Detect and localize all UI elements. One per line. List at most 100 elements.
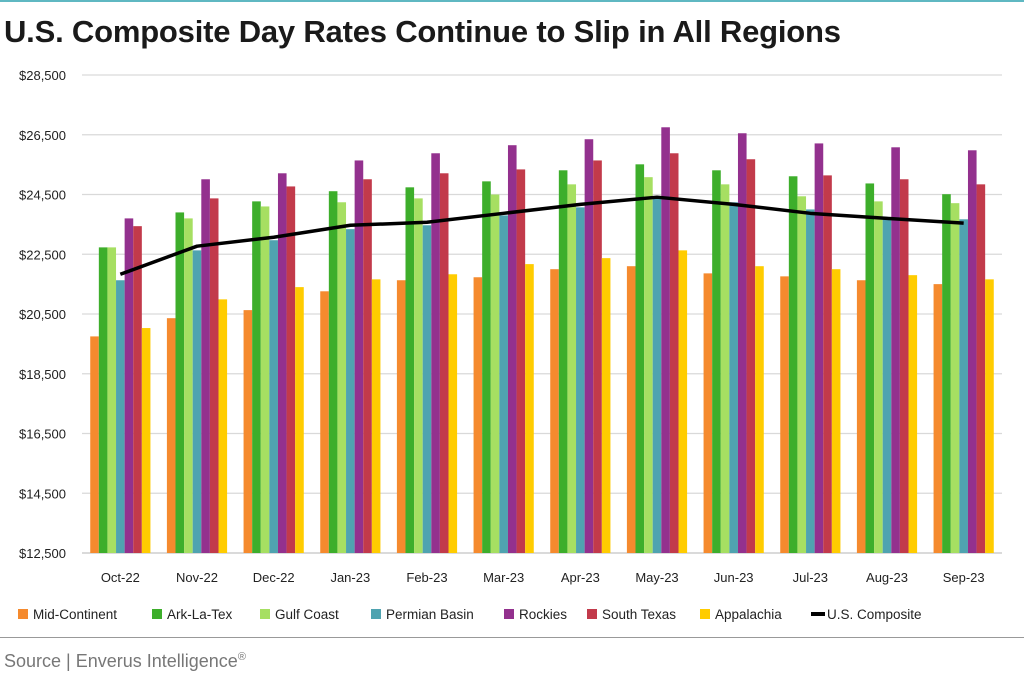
bar-appalachia [141,328,151,553]
source-text: Source | Enverus Intelligence [4,651,238,671]
bar-appalachia [908,275,918,553]
bar-mid-continent [933,284,943,553]
bar-south-texas [669,153,679,553]
legend-swatch [18,609,28,619]
bar-permian-basin [192,250,202,553]
bar-appalachia [295,287,304,553]
y-tick-label: $20,500 [19,307,66,322]
legend-swatch [152,609,162,619]
bar-rockies [584,139,594,553]
bar-gulf-coast [950,203,960,553]
bar-mid-continent [780,276,789,553]
bar-rockies [124,218,134,553]
legend-label: Appalachia [715,607,782,622]
bar-south-texas [976,184,986,553]
bar-appalachia [831,269,841,553]
x-tick-label: Feb-23 [406,570,447,585]
bar-appalachia [601,258,611,553]
bar-south-texas [133,226,142,554]
x-tick-label: Oct-22 [101,570,140,585]
bar-gulf-coast [184,218,193,553]
x-tick-label: Nov-22 [176,570,218,585]
bar-ark-la-tex [328,191,338,553]
bar-gulf-coast [874,201,883,553]
legend-swatch [587,609,597,619]
bar-rockies [737,133,747,553]
bar-mid-continent [550,269,559,553]
legend-label: Ark-La-Tex [167,607,233,622]
x-tick-label: Aug-23 [866,570,908,585]
bar-south-texas [593,160,602,553]
bar-ark-la-tex [788,176,798,553]
x-tick-label: Dec-22 [253,570,295,585]
bar-rockies [354,160,364,553]
bar-gulf-coast [567,184,577,553]
x-tick-label: Apr-23 [561,570,600,585]
bar-mid-continent [703,273,713,553]
bar-gulf-coast [337,202,347,553]
legend-label: South Texas [602,607,676,622]
y-tick-label: $12,500 [19,546,66,561]
bar-chart: $12,500 $14,500 $16,500 $18,500 $20,500 $22,5… [18,68,1002,622]
bar-mid-continent [856,280,866,553]
bar-gulf-coast [720,184,730,553]
bar-permian-basin [346,229,355,553]
bar-appalachia [448,274,458,553]
bar-rockies [814,143,824,553]
y-tick-label: $24,500 [19,188,66,203]
bar-south-texas [823,175,832,553]
bar-ark-la-tex [98,247,108,553]
legend-label: Mid-Continent [33,607,117,622]
y-tick-label: $22,500 [19,247,66,262]
bar-permian-basin [652,198,662,554]
bar-permian-basin [116,280,125,553]
bar-appalachia [525,264,534,553]
registered-mark: ® [237,651,246,663]
bar-rockies [277,173,287,553]
y-tick-label: $16,500 [19,427,66,442]
bar-permian-basin [576,207,585,553]
bar-ark-la-tex [558,170,568,553]
bar-south-texas [899,179,909,554]
bar-ark-la-tex [635,164,645,554]
bar-gulf-coast [260,206,270,553]
legend-swatch [371,609,381,619]
bar-mid-continent [320,291,329,553]
legend-swatch [700,609,710,619]
line-us-composite [119,195,964,276]
legend-label: Permian Basin [386,607,474,622]
x-tick-label: Jun-23 [714,570,754,585]
bar-appalachia [678,250,688,553]
bar-mid-continent [243,310,253,553]
chart-title: U.S. Composite Day Rates Continue to Sli… [4,14,841,49]
bar-permian-basin [729,202,738,553]
bar-ark-la-tex [865,183,875,554]
bar-ark-la-tex [482,181,491,554]
x-tick-label: Mar-23 [483,570,524,585]
bar-permian-basin [882,217,892,553]
bar-south-texas [439,173,449,553]
bar-mid-continent [473,277,483,553]
top-accent-line [0,0,1024,2]
bar-gulf-coast [797,196,807,554]
bar-permian-basin [959,219,968,553]
bar-permian-basin [806,209,815,553]
x-tick-label: Jan-23 [330,570,370,585]
bar-ark-la-tex [712,170,721,553]
bar-south-texas [516,169,526,553]
bar-ark-la-tex [942,194,951,554]
bar-rockies [967,150,977,553]
bar-south-texas [209,198,219,554]
bar-gulf-coast [414,198,423,554]
bar-south-texas [746,159,756,553]
bar-rockies [661,127,670,553]
legend-label: U.S. Composite [827,607,922,622]
x-tick-label: Sep-23 [943,570,985,585]
x-tick-label: Jul-23 [793,570,828,585]
bar-south-texas [363,179,372,554]
bar-ark-la-tex [252,201,261,553]
bar-mid-continent [626,266,636,553]
bar-gulf-coast [644,177,653,554]
bar-mid-continent [90,336,99,553]
bar-appalachia [218,299,228,553]
